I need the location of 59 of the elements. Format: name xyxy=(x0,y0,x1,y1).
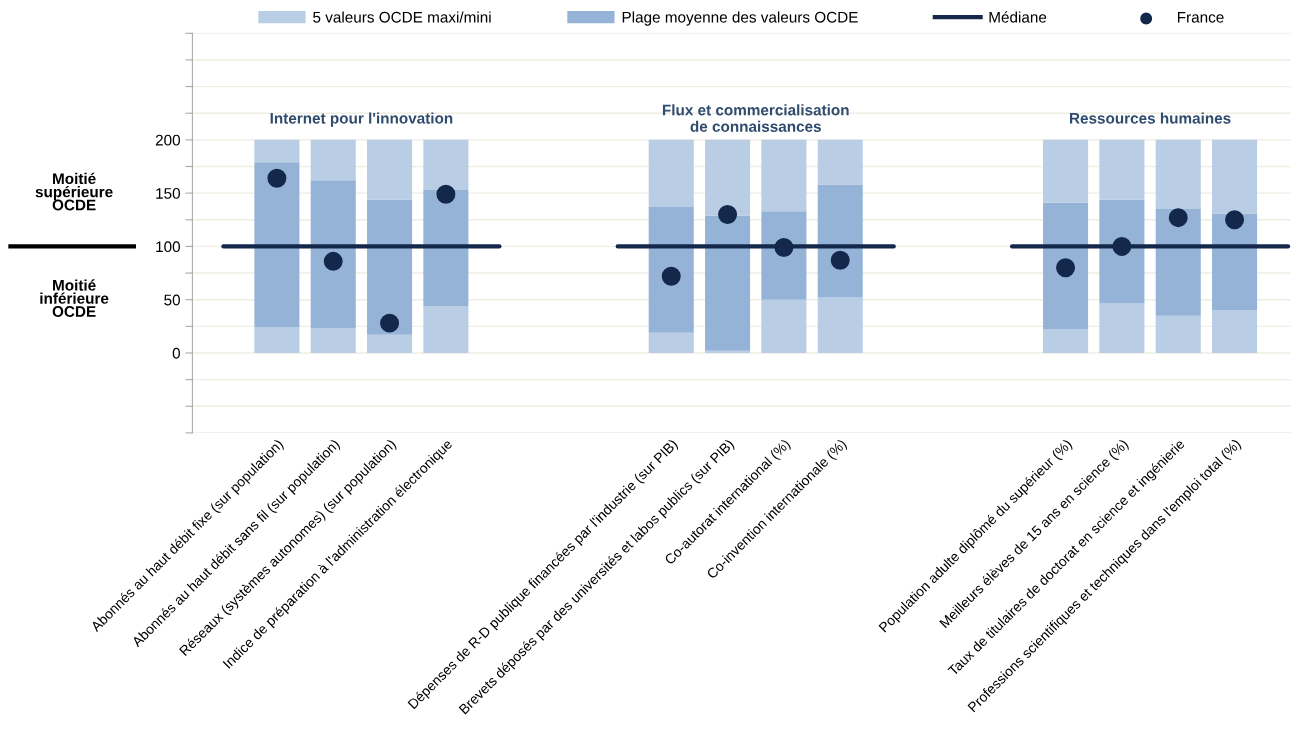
bar xyxy=(1099,199,1145,303)
point xyxy=(774,238,794,257)
legend-label: 5 valeurs OCDE maxi/mini xyxy=(313,11,491,23)
annotation: Flux et commercialisation de connaissances xyxy=(662,104,849,132)
bar xyxy=(310,180,356,329)
bar xyxy=(1043,202,1089,330)
point xyxy=(267,168,287,188)
bar xyxy=(1099,302,1145,353)
point xyxy=(661,266,681,286)
y-tick-label: 150 xyxy=(156,188,180,199)
bar xyxy=(1043,139,1089,203)
point xyxy=(380,313,400,333)
bar xyxy=(761,299,807,353)
bar xyxy=(705,215,751,351)
bar xyxy=(423,306,469,353)
bar xyxy=(310,328,356,353)
bar xyxy=(705,350,751,353)
text: Moitié supérieure OCDE xyxy=(35,172,113,211)
bar xyxy=(705,139,751,216)
bar xyxy=(423,189,469,307)
bar xyxy=(367,139,413,200)
bar xyxy=(648,332,694,353)
bar xyxy=(1155,315,1201,353)
bar xyxy=(254,162,300,328)
annotation: Ressources humaines xyxy=(1070,112,1231,124)
bar xyxy=(254,327,300,353)
bar xyxy=(648,139,694,207)
bar xyxy=(1043,329,1089,353)
legend-label: Médiane xyxy=(989,11,1047,23)
bar xyxy=(254,139,300,163)
point xyxy=(1225,210,1245,230)
bar xyxy=(1099,139,1145,200)
bar xyxy=(817,139,863,185)
bar xyxy=(761,211,807,300)
bar xyxy=(1212,139,1258,214)
bar xyxy=(1212,310,1258,353)
point xyxy=(323,251,343,271)
point xyxy=(830,250,850,270)
annotation: Internet pour l'innovation xyxy=(270,112,453,127)
text: Moitié inférieure OCDE xyxy=(40,279,109,317)
legend-label: France xyxy=(1177,11,1224,23)
bar xyxy=(648,206,694,333)
y-tick-label: 200 xyxy=(155,134,180,146)
bar xyxy=(310,139,356,181)
point xyxy=(718,204,738,224)
legend-label: Plage moyenne des valeurs OCDE xyxy=(622,11,858,26)
point xyxy=(1112,236,1132,256)
point xyxy=(1056,258,1076,278)
bar xyxy=(423,139,469,190)
bar xyxy=(367,199,413,335)
point xyxy=(1168,208,1188,228)
bar xyxy=(761,139,807,212)
bar xyxy=(1155,139,1201,210)
y-tick-label: 100 xyxy=(156,241,180,253)
bar xyxy=(817,297,863,353)
bar xyxy=(367,334,413,353)
y-tick-label: 50 xyxy=(164,294,180,306)
y-tick-label: 0 xyxy=(172,347,180,359)
point xyxy=(436,184,456,204)
